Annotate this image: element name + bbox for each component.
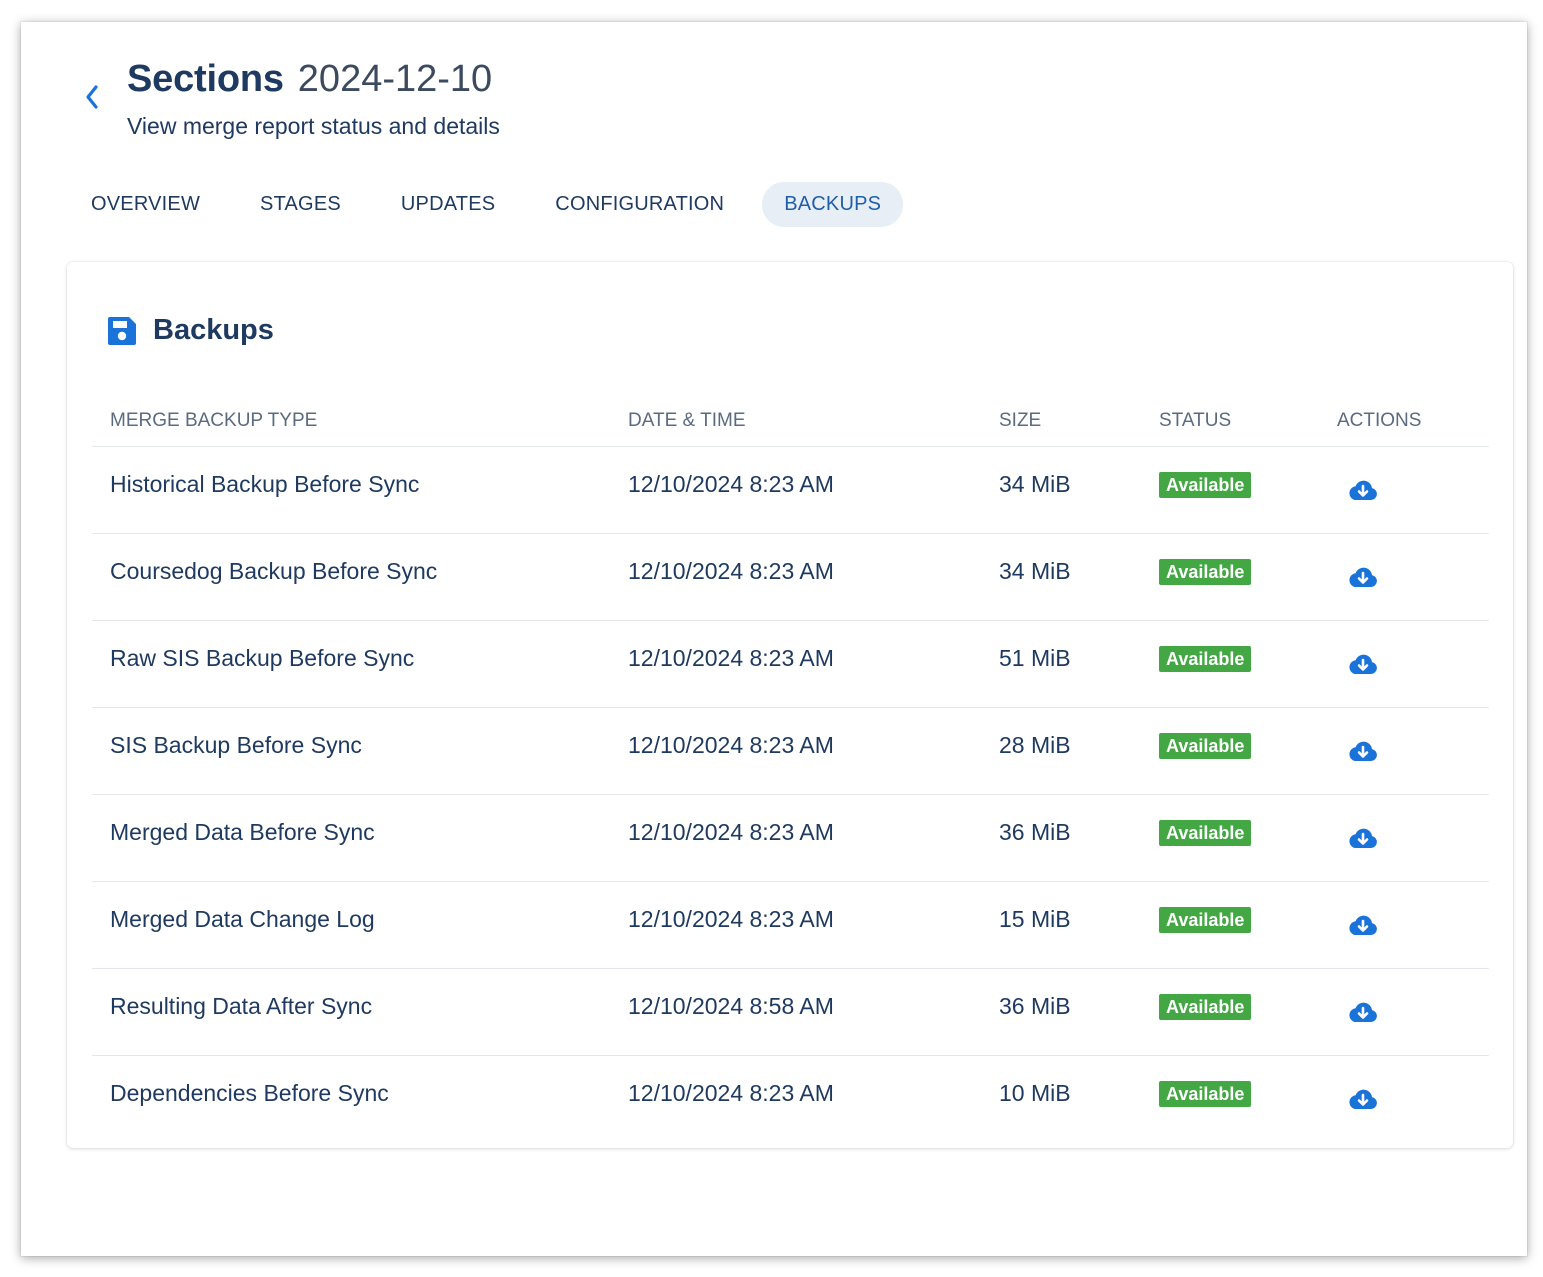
backup-size: 15 MiB: [999, 906, 1071, 932]
backup-datetime: 12/10/2024 8:23 AM: [628, 471, 834, 497]
download-button[interactable]: [1347, 564, 1379, 590]
column-header-status[interactable]: STATUS: [1159, 410, 1232, 431]
status-badge: Available: [1159, 907, 1252, 933]
download-button[interactable]: [1347, 651, 1379, 677]
tab-stages[interactable]: STAGES: [260, 193, 341, 215]
table-header: MERGE BACKUP TYPE DATE & TIME SIZE STATU…: [92, 402, 1489, 447]
backup-type: Coursedog Backup Before Sync: [110, 558, 438, 584]
status-badge: Available: [1159, 820, 1252, 846]
back-button[interactable]: [77, 82, 107, 112]
backup-type: Historical Backup Before Sync: [110, 471, 420, 497]
cloud-download-icon: [1349, 480, 1377, 500]
tab-overview[interactable]: OVERVIEW: [91, 193, 201, 215]
backup-datetime: 12/10/2024 8:23 AM: [628, 645, 834, 671]
backup-size: 10 MiB: [999, 1080, 1071, 1106]
backup-datetime: 12/10/2024 8:23 AM: [628, 819, 834, 845]
cloud-download-icon: [1349, 1089, 1377, 1109]
column-header-actions: ACTIONS: [1337, 410, 1422, 431]
cloud-download-icon: [1349, 828, 1377, 848]
page-title: Sections: [127, 58, 284, 100]
download-button[interactable]: [1347, 999, 1379, 1025]
cloud-download-icon: [1349, 915, 1377, 935]
backup-datetime: 12/10/2024 8:23 AM: [628, 558, 834, 584]
column-header-datetime[interactable]: DATE & TIME: [628, 410, 746, 431]
table-row: Raw SIS Backup Before Sync 12/10/2024 8:…: [92, 621, 1489, 708]
table-row: Resulting Data After Sync 12/10/2024 8:5…: [92, 969, 1489, 1056]
table-row: SIS Backup Before Sync 12/10/2024 8:23 A…: [92, 708, 1489, 795]
backup-size: 34 MiB: [999, 558, 1071, 584]
tab-backups[interactable]: BACKUPS: [762, 182, 904, 227]
backup-size: 36 MiB: [999, 993, 1071, 1019]
floppy-disk-icon: [108, 316, 136, 345]
backup-size: 34 MiB: [999, 471, 1071, 497]
backup-type: SIS Backup Before Sync: [110, 732, 362, 758]
table-row: Dependencies Before Sync 12/10/2024 8:23…: [92, 1056, 1489, 1142]
download-button[interactable]: [1347, 825, 1379, 851]
table-row: Coursedog Backup Before Sync 12/10/2024 …: [92, 534, 1489, 621]
column-header-type[interactable]: MERGE BACKUP TYPE: [110, 410, 318, 431]
backups-card: Backups MERGE BACKUP TYPE DATE & TIME SI…: [67, 262, 1513, 1148]
backup-datetime: 12/10/2024 8:23 AM: [628, 1080, 834, 1106]
card-title: Backups: [153, 314, 274, 346]
status-badge: Available: [1159, 1081, 1252, 1107]
status-badge: Available: [1159, 646, 1252, 672]
download-button[interactable]: [1347, 738, 1379, 764]
status-badge: Available: [1159, 472, 1252, 498]
backup-datetime: 12/10/2024 8:23 AM: [628, 732, 834, 758]
backup-size: 51 MiB: [999, 645, 1071, 671]
backups-table: MERGE BACKUP TYPE DATE & TIME SIZE STATU…: [92, 402, 1489, 1142]
cloud-download-icon: [1349, 1002, 1377, 1022]
chevron-left-icon: [86, 85, 98, 109]
tab-configuration[interactable]: CONFIGURATION: [555, 193, 725, 215]
backup-size: 28 MiB: [999, 732, 1071, 758]
backup-type: Dependencies Before Sync: [110, 1080, 389, 1106]
backup-size: 36 MiB: [999, 819, 1071, 845]
status-badge: Available: [1159, 733, 1252, 759]
tab-updates[interactable]: UPDATES: [400, 193, 496, 215]
backup-datetime: 12/10/2024 8:58 AM: [628, 993, 834, 1019]
page-title-date: 2024-12-10: [297, 58, 493, 100]
backup-type: Merged Data Before Sync: [110, 819, 375, 845]
cloud-download-icon: [1349, 567, 1377, 587]
table-row: Historical Backup Before Sync 12/10/2024…: [92, 447, 1489, 534]
download-button[interactable]: [1347, 912, 1379, 938]
cloud-download-icon: [1349, 654, 1377, 674]
download-button[interactable]: [1347, 477, 1379, 503]
cloud-download-icon: [1349, 741, 1377, 761]
backup-datetime: 12/10/2024 8:23 AM: [628, 906, 834, 932]
tab-bar: OVERVIEW STAGES UPDATES CONFIGURATION BA…: [69, 182, 919, 227]
download-button[interactable]: [1347, 1086, 1379, 1112]
status-badge: Available: [1159, 994, 1252, 1020]
status-badge: Available: [1159, 559, 1252, 585]
backup-type: Resulting Data After Sync: [110, 993, 373, 1019]
card-header: Backups: [107, 314, 274, 347]
table-row: Merged Data Before Sync 12/10/2024 8:23 …: [92, 795, 1489, 882]
column-header-size[interactable]: SIZE: [999, 410, 1042, 431]
page-subtitle: View merge report status and details: [127, 113, 500, 139]
backup-type: Raw SIS Backup Before Sync: [110, 645, 415, 671]
table-row: Merged Data Change Log 12/10/2024 8:23 A…: [92, 882, 1489, 969]
backup-type: Merged Data Change Log: [110, 906, 375, 932]
page-header: Sections 2024-12-10 View merge report st…: [127, 58, 500, 140]
app-window: Sections 2024-12-10 View merge report st…: [21, 22, 1527, 1256]
